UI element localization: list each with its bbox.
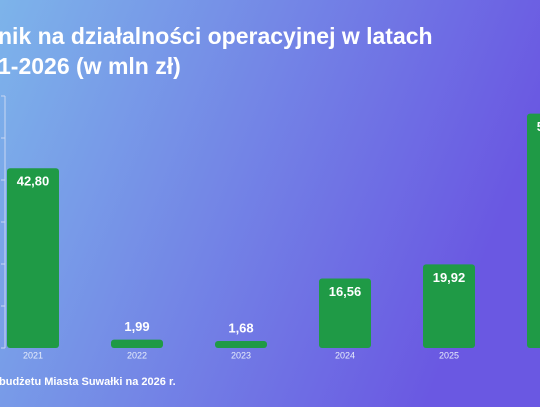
bar (215, 340, 267, 348)
bar (527, 113, 540, 348)
value-label: 16,56 (329, 284, 362, 299)
x-tick-label: 2025 (439, 350, 459, 360)
source: budżetu Miasta Suwałki na 2026 r. (0, 376, 176, 388)
x-tick-label: 2024 (335, 350, 355, 360)
chart-title: nik na działalności operacyjnej w latach (0, 23, 433, 49)
x-tick-label: 2021 (23, 350, 43, 360)
bar (7, 168, 59, 348)
value-label: 42,80 (17, 174, 50, 189)
x-tick-label: 2022 (127, 350, 147, 360)
chart-title: 1-2026 (w mln zł) (0, 53, 181, 79)
x-tick-label: 2023 (231, 350, 251, 360)
bar (111, 339, 163, 348)
value-label: 55,80 (537, 119, 540, 134)
value-label: 1,68 (228, 320, 253, 335)
value-label: 1,99 (124, 319, 149, 334)
value-label: 19,92 (433, 270, 466, 285)
bar (423, 264, 475, 348)
bar (319, 278, 371, 348)
